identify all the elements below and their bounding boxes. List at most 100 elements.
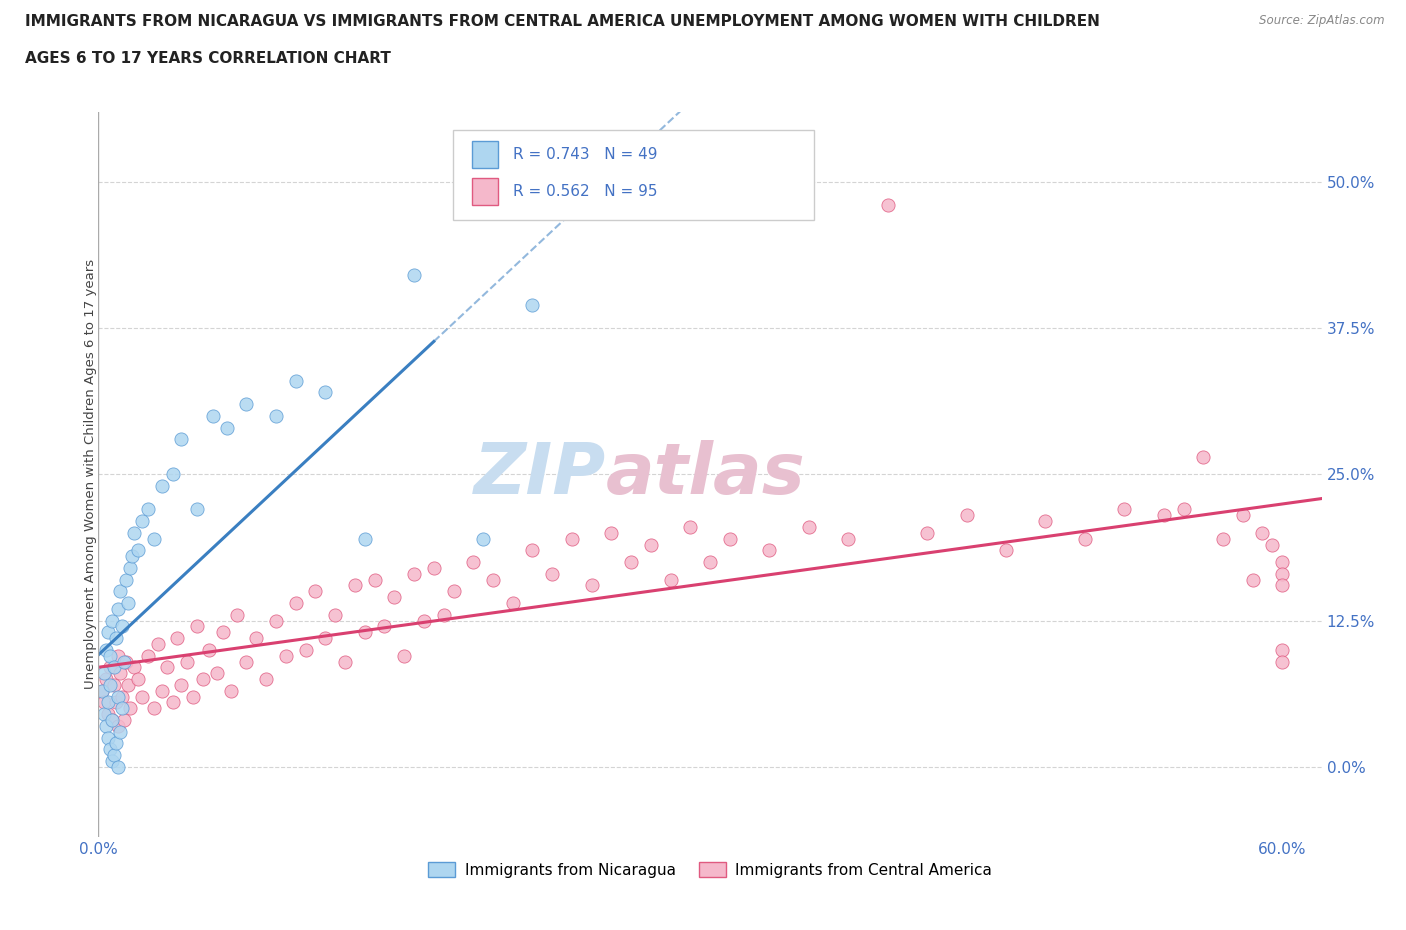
Point: [98, 742, 121, 757]
Point: [166, 631, 188, 645]
Point: [323, 607, 346, 622]
Y-axis label: Unemployment Among Women with Children Ages 6 to 17 years: Unemployment Among Women with Children A…: [83, 259, 97, 689]
Point: [150, 684, 173, 698]
Point: [382, 590, 405, 604]
Point: [219, 684, 242, 698]
Point: [797, 520, 820, 535]
Point: [97, 707, 120, 722]
Point: [472, 531, 495, 546]
Point: [561, 531, 583, 546]
Point: [96, 671, 118, 686]
Point: [1192, 449, 1215, 464]
Point: [1114, 502, 1136, 517]
Point: [117, 595, 139, 610]
Point: [211, 625, 233, 640]
Point: [404, 566, 426, 581]
Point: [111, 619, 134, 634]
Point: [142, 531, 165, 546]
Point: [1271, 554, 1294, 569]
Point: [162, 695, 184, 710]
Point: [122, 525, 145, 540]
Point: [423, 561, 446, 576]
Point: [93, 707, 115, 722]
Point: [101, 753, 124, 768]
Point: [541, 566, 564, 581]
Legend: Immigrants from Nicaragua, Immigrants from Central America: Immigrants from Nicaragua, Immigrants fr…: [422, 856, 998, 884]
Text: AGES 6 TO 17 YEARS CORRELATION CHART: AGES 6 TO 17 YEARS CORRELATION CHART: [25, 51, 391, 66]
Point: [201, 408, 224, 423]
Point: [205, 666, 228, 681]
Point: [1212, 531, 1234, 546]
Point: [994, 543, 1017, 558]
Point: [107, 689, 129, 704]
Point: [955, 508, 977, 523]
Point: [101, 712, 124, 727]
Point: [97, 695, 120, 710]
Point: [186, 619, 208, 634]
Point: [105, 736, 128, 751]
Point: [392, 648, 416, 663]
Point: [1261, 537, 1284, 551]
Point: [91, 684, 114, 698]
Point: [98, 677, 121, 692]
Point: [98, 660, 121, 675]
Point: [103, 660, 125, 675]
Point: [254, 671, 277, 686]
Point: [121, 549, 143, 564]
Point: [198, 643, 221, 658]
Point: [373, 619, 395, 634]
Point: [136, 648, 159, 663]
Point: [837, 531, 859, 546]
Point: [170, 677, 193, 692]
Point: [463, 554, 485, 569]
Point: [274, 648, 297, 663]
Point: [353, 625, 375, 640]
Point: [107, 760, 129, 775]
Point: [718, 531, 741, 546]
Point: [111, 701, 134, 716]
Point: [112, 712, 135, 727]
Point: [112, 654, 135, 669]
Point: [1074, 531, 1097, 546]
Point: [118, 701, 141, 716]
Point: [93, 695, 115, 710]
Point: [105, 695, 128, 710]
Point: [93, 666, 115, 681]
Point: [522, 298, 544, 312]
Point: [294, 643, 316, 658]
Point: [758, 543, 780, 558]
Point: [131, 689, 153, 704]
Point: [127, 543, 149, 558]
Point: [264, 613, 287, 628]
Point: [522, 543, 544, 558]
Point: [91, 684, 114, 698]
Point: [581, 578, 603, 593]
Point: [433, 607, 456, 622]
Point: [96, 643, 118, 658]
Point: [117, 677, 139, 692]
Point: [107, 602, 129, 617]
Point: [333, 654, 356, 669]
Point: [191, 671, 214, 686]
Point: [659, 572, 682, 587]
Point: [97, 625, 120, 640]
Point: [96, 718, 118, 733]
Point: [122, 660, 145, 675]
Point: [915, 525, 938, 540]
Point: [215, 420, 238, 435]
Point: [156, 660, 179, 675]
Point: [443, 584, 465, 599]
Point: [314, 631, 336, 645]
Point: [108, 666, 131, 681]
Point: [1153, 508, 1175, 523]
Point: [264, 408, 287, 423]
Point: [170, 432, 193, 446]
Point: [115, 654, 138, 669]
Point: [620, 554, 643, 569]
Point: [1173, 502, 1195, 517]
Point: [304, 584, 326, 599]
Point: [186, 502, 208, 517]
Point: [1271, 654, 1294, 669]
Point: [162, 467, 184, 482]
Point: [107, 718, 129, 733]
